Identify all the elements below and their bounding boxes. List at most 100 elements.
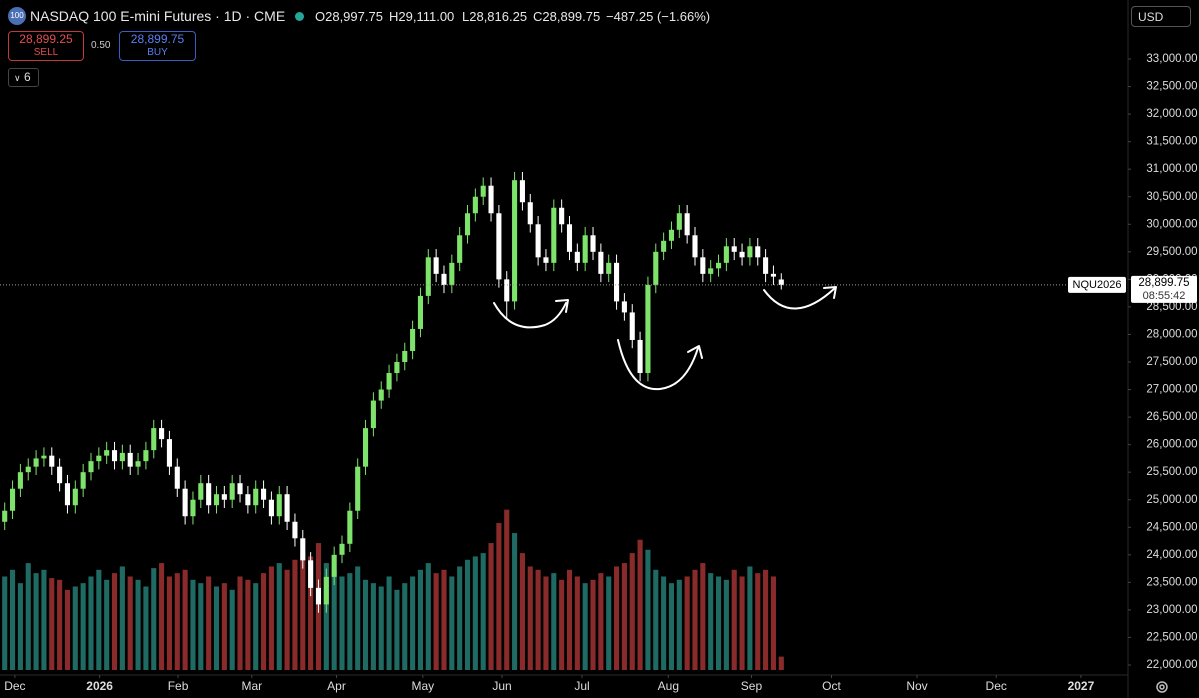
candle-body [33, 458, 39, 467]
candle-body [119, 452, 125, 462]
volume-bar [637, 539, 643, 670]
candle-body [151, 428, 157, 451]
candle-body [488, 185, 494, 214]
candle-body [410, 328, 416, 351]
volume-bar [182, 569, 188, 670]
candle-body [708, 268, 714, 274]
x-tick-label: Apr [327, 679, 346, 693]
volume-bar [198, 583, 204, 670]
candle-body [80, 472, 86, 489]
y-tick-label: 33,000.00 [1146, 53, 1197, 65]
volume-bar [645, 549, 651, 670]
volume-bar [17, 583, 23, 670]
buy-button[interactable]: 28,899.75 BUY [119, 31, 196, 61]
volume-bar [739, 576, 745, 670]
candle-body [64, 483, 71, 506]
volume-bar [119, 566, 125, 670]
price-countdown: 08:55:42 [1143, 290, 1186, 302]
candle-body [72, 488, 78, 506]
market-status [295, 12, 304, 21]
candle-body [88, 461, 94, 473]
volume-bar [770, 576, 776, 670]
candle-body [519, 180, 525, 203]
sell-price: 28,899.25 [19, 32, 73, 46]
candle-body [276, 494, 282, 517]
volume-bar [700, 563, 706, 670]
currency-select[interactable]: USD [1131, 6, 1191, 27]
indicators-count: 6 [23, 70, 31, 84]
y-tick-label: 28,000.00 [1146, 328, 1197, 340]
volume-bar [417, 569, 423, 670]
volume-bar [10, 569, 16, 670]
ohlc-close: C28,899.75 [533, 9, 601, 24]
volume-bar [653, 569, 659, 670]
candle-body [653, 251, 659, 285]
volume-bar [621, 563, 627, 670]
candle-body [143, 450, 149, 462]
candle-body [433, 257, 439, 274]
volume-bar [676, 579, 682, 670]
candle-body [300, 538, 306, 561]
volume-bar [574, 576, 580, 670]
volume-bar [386, 576, 392, 670]
y-tick-label: 31,000.00 [1146, 163, 1197, 175]
y-tick-label: 32,500.00 [1146, 81, 1197, 93]
candle-body [425, 257, 431, 296]
volume-bar [715, 576, 722, 670]
volume-bar [441, 569, 447, 670]
volume-bar [598, 573, 604, 670]
y-tick-label: 23,000.00 [1146, 604, 1197, 616]
volume-bar [166, 576, 172, 670]
candle-body [668, 229, 675, 241]
ohlc-low: L28,816.25 [462, 9, 528, 24]
volume-bar [245, 579, 251, 670]
volume-bar [504, 509, 510, 670]
y-tick-label: 28,500.00 [1146, 301, 1197, 313]
candle-body [770, 273, 776, 277]
candle-body [692, 235, 698, 258]
symbol-title[interactable]: NASDAQ 100 E-mini Futures · 1D · CME [30, 8, 286, 24]
y-tick-label: 26,500.00 [1146, 411, 1197, 423]
volume-bar [433, 573, 439, 670]
candle-body [339, 543, 345, 555]
volume-bar [41, 569, 47, 670]
x-tick-label: 2026 [86, 679, 113, 693]
candle-body [778, 279, 784, 285]
candle-body [763, 257, 769, 274]
indicators-toggle[interactable]: ∨ 6 [8, 68, 39, 87]
candle-body [464, 213, 471, 236]
volume-bar [535, 569, 541, 670]
candle-body [590, 235, 596, 252]
volume-bar [731, 569, 737, 670]
volume-bar [292, 559, 298, 670]
candle-body [347, 510, 353, 544]
y-tick-label: 23,500.00 [1146, 576, 1197, 588]
volume-bar [566, 569, 573, 670]
candle-body [504, 279, 510, 302]
volume-bar [2, 576, 8, 670]
price-tag-bg [1131, 275, 1197, 303]
volume-bar [72, 586, 78, 670]
volume-bar [755, 573, 761, 670]
y-tick-label: 26,000.00 [1146, 439, 1197, 451]
candle-body [747, 246, 753, 258]
volume-layer [2, 509, 784, 670]
volume-bar [614, 566, 620, 670]
volume-bar [221, 583, 227, 670]
candle-body [331, 554, 337, 577]
candle-body [308, 560, 314, 588]
volume-bar [512, 533, 518, 670]
candle-body [190, 499, 196, 517]
volume-bar [213, 586, 220, 670]
y-tick-label: 25,500.00 [1146, 466, 1197, 478]
x-tick-label: Sep [741, 679, 763, 693]
volume-bar [488, 543, 494, 670]
candle-body [598, 251, 604, 274]
candle-body [472, 196, 478, 214]
settings-icon[interactable] [1156, 681, 1168, 693]
sell-button[interactable]: 28,899.25 SELL [8, 31, 84, 61]
candle-body [378, 389, 384, 401]
candle-body [292, 521, 298, 539]
candle-body [96, 455, 102, 462]
